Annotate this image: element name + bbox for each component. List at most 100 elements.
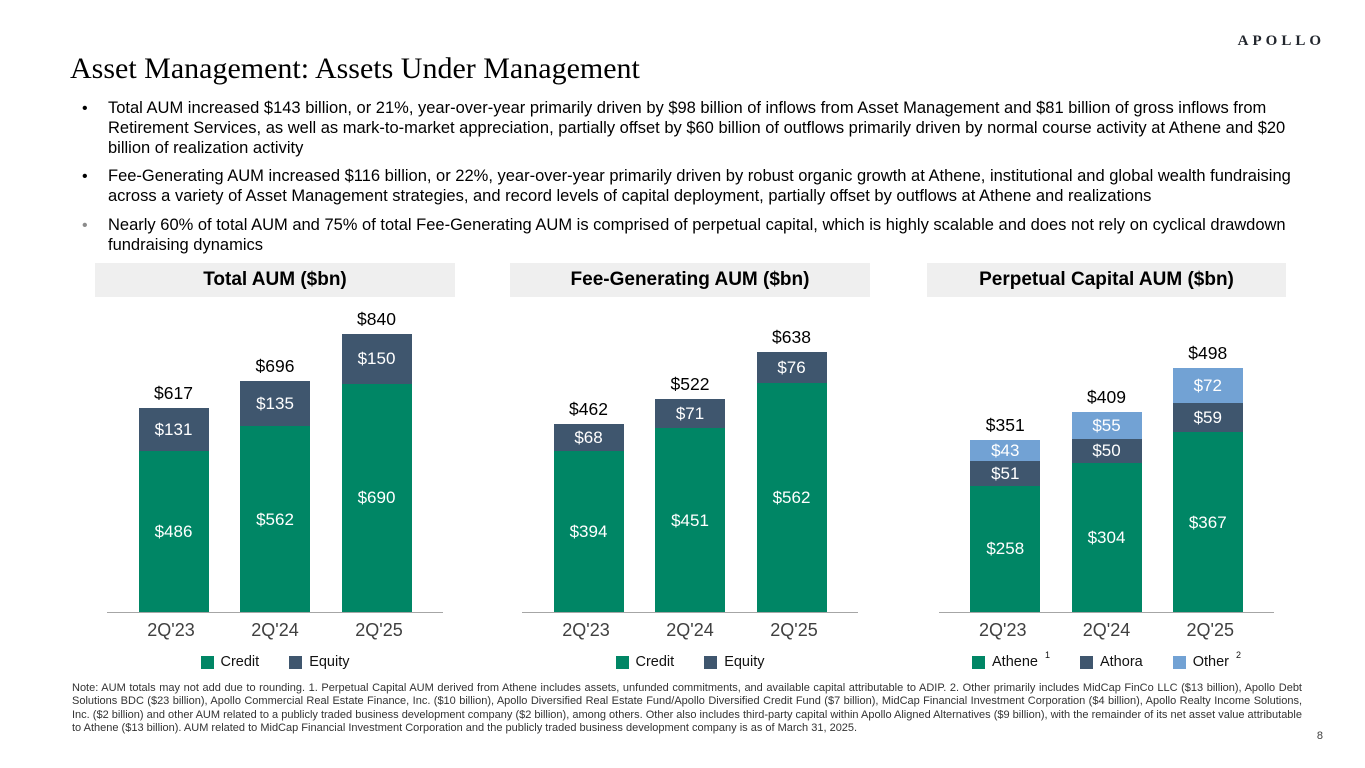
legend-swatch-icon [615,656,629,669]
bar-total-label: $409 [1087,386,1126,407]
stacked-bar-2Q'25: $638 $76 $562 [756,327,827,612]
bar-segment-credit: $562 [756,383,827,612]
bullet-list: Total AUM increased $143 billion, or 21%… [70,99,1310,265]
segment-value-label: $135 [256,394,294,414]
legend-label: Credit [635,654,675,670]
segment-value-label: $690 [357,488,396,508]
bar-segment-other: $55 [1071,411,1142,439]
segment-value-label: $562 [772,488,811,507]
legend-label: Athora [1099,654,1143,670]
bar-segment-athene: $367 [1172,432,1243,612]
legend-item-equity: Equity [704,654,765,670]
legend-footnote-superscript: 1 [1044,650,1050,660]
legend-footnote-superscript: 2 [1235,650,1241,660]
legend-swatch-icon [704,656,718,669]
bar-total-label: $840 [357,308,396,329]
legend-swatch-icon [972,656,985,669]
chart-plot: $351 $43 $51 $258 $409 $55 $50 $304 $498 $72 $59 $3… [939,297,1274,613]
segment-value-label: $131 [154,419,193,439]
stacked-bar-2Q'23: $351 $43 $51 $258 [970,415,1041,612]
segment-value-label: $51 [991,463,1020,483]
legend-label: Other [1192,654,1229,670]
chart-total-aum: Total AUM ($bn) $617 $131 $486 $696 $135 $562… [95,263,455,688]
bar-segment-equity: $150 [341,333,412,384]
legend-item-athene: Athene 1 [972,650,1050,670]
bar-segment-athene: $304 [1071,463,1142,612]
x-axis-tick-label: 2Q'23 [562,620,610,640]
page-number: 8 [1316,730,1323,742]
chart-legend: Credit Equity [95,654,455,670]
segment-value-label: $59 [1193,408,1222,428]
x-axis-tick-label: 2Q'24 [666,620,714,640]
legend-item-credit: Credit [615,654,675,670]
stacked-bar-2Q'24: $696 $135 $562 [240,356,310,612]
apollo-logo: APOLLO [1237,33,1325,49]
legend-swatch-icon [1172,656,1186,669]
segment-value-label: $258 [986,539,1025,559]
chart-title: Perpetual Capital AUM ($bn) [927,263,1286,297]
chart-perpetual-capital-aum: Perpetual Capital AUM ($bn) $351 $43 $51 $2… [927,263,1286,688]
legend-label: Equity [724,654,765,670]
bar-total-label: $498 [1188,343,1228,364]
segment-value-label: $150 [357,349,396,369]
bar-segment-other: $43 [970,439,1041,461]
segment-value-label: $367 [1188,512,1227,532]
stacked-bar-2Q'24: $409 $55 $50 $304 [1071,387,1142,612]
stacked-bar-2Q'23: $617 $131 $486 [138,383,209,612]
segment-value-label: $50 [1092,441,1121,461]
chart-title: Fee-Generating AUM ($bn) [510,263,870,297]
bullet-item: Nearly 60% of total AUM and 75% of total… [70,216,1310,256]
bullet-item: Fee-Generating AUM increased $116 billio… [70,167,1310,207]
chart-plot: $617 $131 $486 $696 $135 $562 $840 $150 $690 [107,297,443,613]
chart-legend: Athene 1 Athora Other 2 [927,650,1286,670]
legend-item-equity: Equity [289,654,350,670]
bar-total-label: $696 [255,356,295,377]
chart-plot: $462 $68 $394 $522 $71 $451 $638 $76 $562 [522,297,858,613]
bar-segment-athora: $59 [1172,403,1243,433]
legend-item-other: Other 2 [1172,650,1241,670]
x-axis: 2Q'23 2Q'24 2Q'25 [939,613,1274,641]
bar-total-label: $462 [569,398,608,419]
bar-segment-credit: $562 [240,426,310,612]
x-axis-tick-label: 2Q'25 [770,620,818,640]
bar-total-label: $351 [985,414,1025,435]
x-axis-tick-label: 2Q'23 [979,620,1027,640]
bar-total-label: $638 [772,327,811,347]
bar-segment-credit: $486 [138,451,209,612]
segment-value-label: $43 [991,440,1020,460]
x-axis: 2Q'23 2Q'24 2Q'25 [107,613,443,641]
footnote: Note: AUM totals may not add due to roun… [72,682,1302,735]
segment-value-label: $72 [1193,376,1222,396]
bar-segment-credit: $690 [341,383,412,612]
bar-total-label: $522 [670,374,710,395]
segment-value-label: $304 [1087,528,1126,547]
bar-segment-other: $72 [1172,368,1243,404]
chart-fee-generating-aum: Fee-Generating AUM ($bn) $462 $68 $394 $522… [510,263,870,688]
legend-label: Athene [992,654,1038,670]
legend-item-credit: Credit [200,654,260,670]
chart-legend: Credit Equity [510,654,870,670]
legend-label: Equity [309,654,350,670]
chart-title: Total AUM ($bn) [95,263,455,297]
bar-segment-athora: $51 [970,460,1041,486]
segment-value-label: $562 [256,509,294,529]
bar-segment-credit: $394 [553,451,624,612]
legend-label: Credit [220,654,260,670]
x-axis: 2Q'23 2Q'24 2Q'25 [522,613,858,641]
bar-segment-equity: $68 [553,423,624,452]
segment-value-label: $394 [569,522,608,542]
bullet-item: Total AUM increased $143 billion, or 21%… [70,99,1310,158]
bar-segment-equity: $135 [240,381,310,426]
legend-item-athora: Athora [1079,654,1143,670]
bar-segment-equity: $71 [655,399,725,429]
stacked-bar-2Q'25: $498 $72 $59 $367 [1172,343,1243,612]
bar-segment-athene: $258 [970,485,1041,612]
legend-swatch-icon [1079,656,1093,669]
segment-value-label: $451 [671,510,709,530]
segment-value-label: $68 [574,428,603,448]
stacked-bar-2Q'23: $462 $68 $394 [553,399,624,612]
segment-value-label: $76 [777,358,806,377]
x-axis-tick-label: 2Q'23 [147,620,195,640]
stacked-bar-2Q'25: $840 $150 $690 [341,309,412,612]
segment-value-label: $71 [675,404,705,424]
